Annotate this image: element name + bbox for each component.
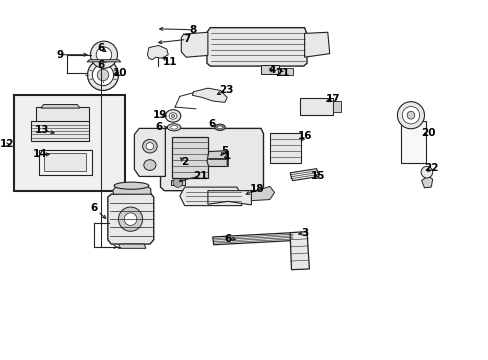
Polygon shape [192, 88, 227, 102]
Text: 6: 6 [90, 203, 98, 213]
Ellipse shape [171, 114, 174, 117]
Polygon shape [147, 45, 168, 60]
Polygon shape [180, 187, 241, 206]
Ellipse shape [114, 182, 149, 189]
Circle shape [124, 213, 137, 225]
Ellipse shape [142, 139, 157, 153]
Polygon shape [118, 244, 146, 248]
Text: 22: 22 [423, 163, 438, 172]
Text: 4: 4 [268, 66, 275, 75]
Text: 1: 1 [223, 151, 230, 161]
Polygon shape [207, 191, 251, 205]
Ellipse shape [146, 143, 153, 150]
Polygon shape [107, 193, 153, 244]
Text: 14: 14 [32, 149, 47, 159]
Text: 20: 20 [420, 128, 435, 138]
Text: 8: 8 [189, 25, 197, 35]
Polygon shape [251, 186, 274, 201]
Text: 6: 6 [97, 60, 104, 71]
Polygon shape [87, 60, 121, 62]
Bar [39, 150, 92, 175]
Bar [44, 153, 86, 171]
Bar [401, 121, 426, 163]
Polygon shape [289, 231, 309, 270]
Polygon shape [181, 32, 207, 57]
Ellipse shape [167, 124, 181, 131]
Polygon shape [206, 151, 227, 166]
Text: 7: 7 [183, 35, 190, 44]
Polygon shape [212, 233, 293, 245]
Text: 6: 6 [97, 43, 104, 53]
Text: 9: 9 [57, 50, 64, 60]
Circle shape [97, 69, 108, 81]
Circle shape [406, 111, 414, 119]
Ellipse shape [214, 124, 225, 131]
Text: 21: 21 [275, 68, 289, 78]
Circle shape [402, 107, 419, 124]
Text: 23: 23 [219, 85, 233, 95]
Bar [299, 98, 332, 115]
Bar [14, 95, 124, 191]
Circle shape [397, 102, 424, 129]
Bar [171, 136, 207, 177]
Bar [269, 133, 301, 163]
Text: 6: 6 [155, 122, 162, 132]
Ellipse shape [143, 160, 156, 170]
Text: 2: 2 [181, 157, 188, 167]
Text: 16: 16 [298, 131, 312, 140]
Circle shape [92, 64, 113, 86]
Circle shape [118, 207, 142, 231]
Polygon shape [171, 180, 184, 185]
Circle shape [173, 177, 183, 187]
Bar [278, 68, 292, 75]
Circle shape [96, 47, 111, 62]
Text: 21: 21 [193, 171, 207, 181]
Text: 17: 17 [325, 94, 340, 104]
Polygon shape [421, 176, 432, 188]
Polygon shape [304, 32, 329, 57]
Polygon shape [160, 129, 263, 191]
Circle shape [420, 166, 432, 178]
Bar [332, 101, 341, 112]
Text: 19: 19 [152, 110, 166, 120]
Text: 18: 18 [249, 184, 264, 194]
Text: 15: 15 [310, 171, 325, 181]
Polygon shape [289, 168, 319, 181]
Polygon shape [206, 28, 306, 66]
Polygon shape [134, 129, 165, 176]
Text: 13: 13 [35, 125, 50, 135]
Polygon shape [36, 107, 89, 123]
Ellipse shape [170, 126, 177, 129]
Polygon shape [31, 121, 89, 141]
Circle shape [87, 59, 118, 90]
Polygon shape [112, 186, 150, 194]
Text: 3: 3 [300, 228, 307, 238]
Ellipse shape [165, 110, 181, 122]
Text: 6: 6 [224, 234, 231, 244]
Text: 5: 5 [221, 146, 228, 156]
Text: 6: 6 [208, 119, 215, 129]
Circle shape [90, 41, 117, 68]
Text: 11: 11 [163, 57, 177, 67]
Ellipse shape [169, 113, 177, 119]
Ellipse shape [217, 126, 222, 129]
Bar [261, 66, 279, 74]
Polygon shape [41, 104, 80, 108]
Text: 10: 10 [112, 68, 127, 77]
Text: 12: 12 [0, 139, 15, 149]
